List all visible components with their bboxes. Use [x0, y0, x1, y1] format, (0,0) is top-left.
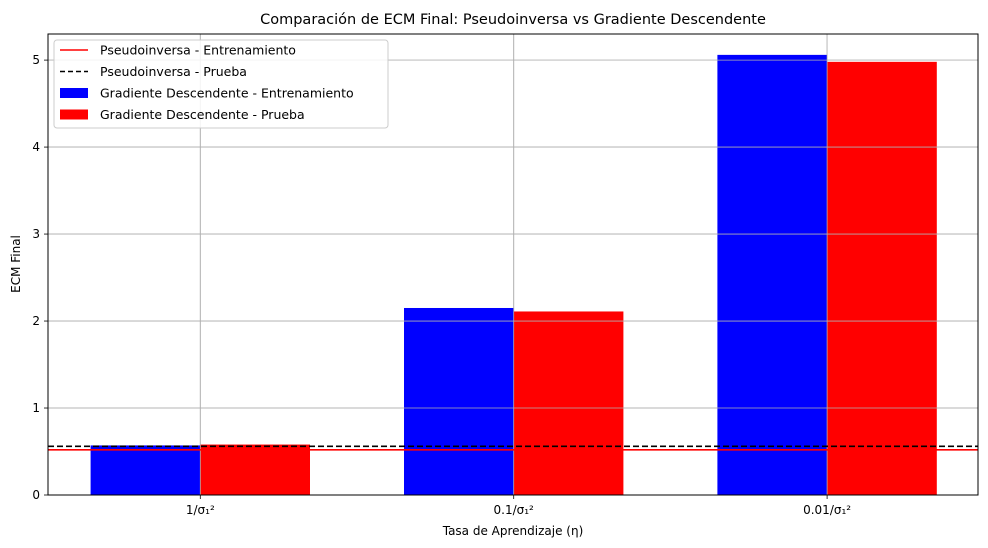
- bar-training: [717, 54, 828, 495]
- x-tick-label: 1/σ₁²: [186, 503, 215, 517]
- legend-entry-label: Pseudoinversa - Prueba: [100, 64, 247, 79]
- plot-frame: [47, 33, 979, 496]
- bars-group: [48, 34, 978, 496]
- y-axis-label: ECM Final: [9, 235, 23, 293]
- legend-patch-swatch: [60, 109, 88, 120]
- bar-test: [200, 444, 310, 495]
- legend: Pseudoinversa - Entrenamiento Pseudoinver…: [53, 39, 389, 129]
- bar-test: [827, 61, 937, 496]
- x-tick-label: 0.01/σ₁²: [803, 503, 851, 517]
- y-tick-label: 0: [32, 488, 40, 502]
- bar-training: [404, 307, 514, 495]
- y-tick-label: 2: [32, 314, 40, 328]
- chart-title: Comparación de ECM Final: Pseudoinversa …: [260, 12, 766, 28]
- legend-patch-swatch: [60, 88, 88, 98]
- y-tick-label: 5: [32, 53, 40, 67]
- y-axis: 0 1 2 3 4 5: [32, 53, 48, 502]
- legend-entry-label: Gradiente Descendente - Prueba: [100, 107, 305, 122]
- y-tick-label: 1: [32, 401, 40, 415]
- reference-lines: [48, 445, 978, 451]
- bar-test: [513, 311, 624, 495]
- x-axis-label: Tasa de Aprendizaje (η): [442, 524, 584, 538]
- y-tick-label: 4: [32, 140, 40, 154]
- bar-training: [90, 445, 201, 495]
- legend-entry-label: Gradiente Descendente - Entrenamiento: [100, 86, 354, 101]
- x-tick-label: 0.1/σ₁²: [494, 503, 535, 517]
- y-tick-label: 3: [32, 227, 40, 241]
- legend-entry-label: Pseudoinversa - Entrenamiento: [100, 43, 296, 58]
- legend-frame: [53, 39, 389, 129]
- x-axis: 1/σ₁² 0.1/σ₁² 0.01/σ₁²: [186, 495, 851, 517]
